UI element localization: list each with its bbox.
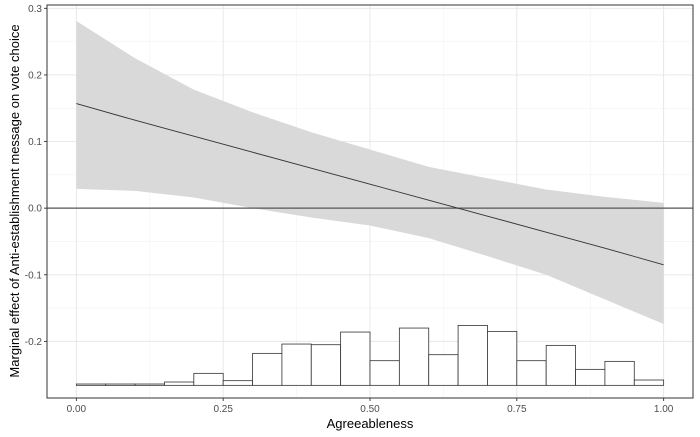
- histogram-bar: [428, 354, 459, 386]
- effect-line-group: [76, 103, 664, 266]
- histogram-bar: [310, 344, 342, 386]
- histogram-bar: [281, 343, 312, 386]
- histogram-bar: [75, 383, 107, 386]
- histogram-bar: [222, 380, 253, 386]
- y-axis-title: Marginal effect of Anti-establishment me…: [7, 24, 22, 377]
- confidence-band: [76, 20, 664, 325]
- histogram-bar: [545, 344, 576, 386]
- histogram-bar: [604, 360, 635, 386]
- histogram-bar: [457, 324, 488, 386]
- y-tick-label: 0.1: [28, 137, 42, 148]
- histogram-bar: [164, 381, 195, 386]
- histogram-bar: [252, 352, 283, 386]
- x-tick-label: 0.00: [67, 404, 87, 415]
- histogram-bar: [340, 331, 371, 386]
- x-tick-label: 0.25: [213, 404, 233, 415]
- histogram: [75, 324, 665, 386]
- y-tick-label: 0.3: [28, 4, 42, 15]
- histogram-bar: [516, 360, 547, 386]
- histogram-bar: [398, 327, 430, 386]
- x-tick-label: 0.75: [507, 404, 527, 415]
- histogram-bar: [575, 368, 606, 386]
- histogram-bar: [193, 372, 224, 386]
- histogram-bar: [487, 330, 518, 386]
- y-tick-label: 0.2: [28, 70, 42, 81]
- x-axis-title: Agreeableness: [327, 416, 414, 431]
- confidence-band-group: [76, 20, 664, 325]
- histogram-bar: [633, 379, 665, 386]
- y-tick-label: 0.0: [28, 204, 42, 215]
- y-tick-label: -0.2: [25, 337, 43, 348]
- axes: 0.00 0.25 0.50 0.75 1.00 -0.2 -0.1 0.0 0.1 0.2 0.3: [25, 4, 674, 415]
- x-tick-label: 0.50: [360, 404, 380, 415]
- histogram-bar: [134, 383, 165, 386]
- histogram-bar: [369, 360, 400, 386]
- x-tick-label: 1.00: [654, 404, 674, 415]
- histogram-bar: [105, 383, 136, 386]
- y-tick-label: -0.1: [25, 270, 43, 281]
